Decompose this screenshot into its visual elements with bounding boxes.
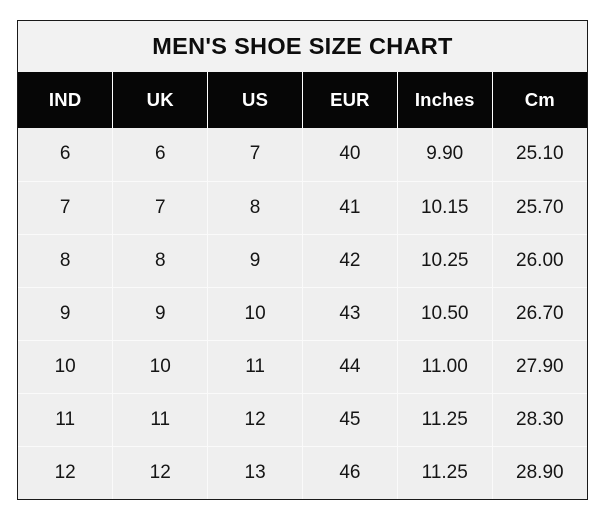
cell-cm: 28.30 [492, 393, 587, 447]
shoe-size-table: IND UK US EUR Inches Cm 6 6 7 40 9.90 25… [18, 72, 587, 499]
chart-title-band: MEN'S SHOE SIZE CHART [18, 21, 587, 72]
cell-inches: 9.90 [397, 128, 493, 182]
column-header-inches: Inches [397, 72, 493, 128]
cell-uk: 10 [112, 340, 209, 394]
cell-cm: 27.90 [492, 340, 587, 394]
table-row: 6 6 7 40 9.90 25.10 [18, 128, 587, 182]
cell-ind: 9 [18, 287, 114, 341]
cell-eur: 42 [302, 234, 398, 288]
cell-cm: 25.10 [492, 128, 587, 182]
table-header: IND UK US EUR Inches Cm [18, 72, 587, 128]
cell-ind: 12 [18, 446, 114, 499]
column-header-ind: IND [18, 72, 114, 128]
cell-us: 11 [207, 340, 303, 394]
cell-inches: 11.25 [397, 393, 493, 447]
cell-ind: 10 [18, 340, 114, 394]
table-row: 11 11 12 45 11.25 28.30 [18, 393, 587, 447]
cell-cm: 25.70 [492, 181, 587, 235]
size-chart-frame: MEN'S SHOE SIZE CHART IND UK US EUR Inch… [17, 20, 588, 500]
cell-uk: 12 [112, 446, 209, 499]
page-title: MEN'S SHOE SIZE CHART [152, 33, 453, 59]
cell-us: 13 [207, 446, 303, 499]
cell-inches: 11.25 [397, 446, 493, 499]
cell-us: 8 [207, 181, 303, 235]
cell-ind: 8 [18, 234, 114, 288]
cell-eur: 41 [302, 181, 398, 235]
cell-uk: 9 [112, 287, 209, 341]
column-header-eur: EUR [302, 72, 398, 128]
column-header-uk: UK [112, 72, 209, 128]
cell-uk: 6 [112, 128, 209, 182]
cell-uk: 7 [112, 181, 209, 235]
cell-eur: 40 [302, 128, 398, 182]
cell-eur: 46 [302, 446, 398, 499]
cell-ind: 11 [18, 393, 114, 447]
cell-us: 7 [207, 128, 303, 182]
cell-inches: 10.25 [397, 234, 493, 288]
cell-inches: 11.00 [397, 340, 493, 394]
table-row: 12 12 13 46 11.25 28.90 [18, 446, 587, 499]
cell-inches: 10.15 [397, 181, 493, 235]
cell-eur: 43 [302, 287, 398, 341]
cell-ind: 6 [18, 128, 114, 182]
cell-us: 9 [207, 234, 303, 288]
cell-eur: 45 [302, 393, 398, 447]
cell-cm: 26.00 [492, 234, 587, 288]
cell-inches: 10.50 [397, 287, 493, 341]
cell-ind: 7 [18, 181, 114, 235]
table-row: 10 10 11 44 11.00 27.90 [18, 340, 587, 394]
cell-cm: 28.90 [492, 446, 587, 499]
table-row: 9 9 10 43 10.50 26.70 [18, 287, 587, 341]
cell-eur: 44 [302, 340, 398, 394]
table-row: 8 8 9 42 10.25 26.00 [18, 234, 587, 288]
cell-uk: 8 [112, 234, 209, 288]
cell-us: 10 [207, 287, 303, 341]
cell-us: 12 [207, 393, 303, 447]
table-body: 6 6 7 40 9.90 25.10 7 7 8 41 10.15 25.70… [18, 128, 587, 499]
cell-cm: 26.70 [492, 287, 587, 341]
cell-uk: 11 [112, 393, 209, 447]
column-header-us: US [207, 72, 303, 128]
table-header-row: IND UK US EUR Inches Cm [18, 72, 587, 128]
table-row: 7 7 8 41 10.15 25.70 [18, 181, 587, 235]
column-header-cm: Cm [492, 72, 587, 128]
